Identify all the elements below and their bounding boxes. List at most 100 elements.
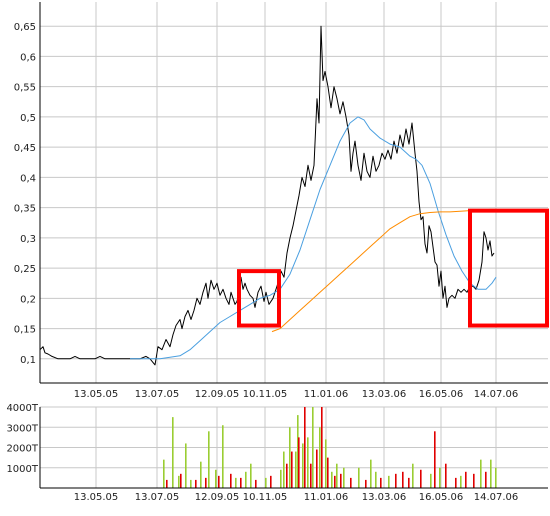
price-line [39, 25, 495, 366]
moving-average-short [130, 116, 497, 360]
volume-bar-down [380, 477, 382, 488]
moving-average-long [271, 208, 496, 333]
volume-bar-up [460, 475, 462, 488]
price-y-tick-label: 0,4 [20, 173, 36, 184]
volume-bar-up [265, 477, 267, 488]
price-y-tick-label: 0,45 [14, 143, 36, 154]
volume-bar-down [408, 477, 410, 488]
volume-bar-down [485, 471, 487, 488]
volume-bar-up [190, 479, 192, 488]
volume-bar-down [402, 471, 404, 488]
price-y-tick-label: 0,55 [14, 83, 36, 94]
volume-y-tick-label: 4000T [6, 403, 38, 414]
volume-bar-down [340, 473, 342, 488]
volume-bar-down [270, 475, 272, 488]
price-y-tick-label: 0,65 [14, 22, 36, 33]
volume-x-tick-label: 12.09.05 [195, 492, 240, 503]
volume-bar-up [370, 459, 372, 488]
volume-bar-up [312, 407, 314, 488]
volume-bar-down [180, 473, 182, 488]
volume-gridlines [40, 406, 548, 488]
price-gridlines [40, 2, 548, 383]
volume-bar-down [334, 475, 336, 488]
price-x-tick-label: 11.01.06 [304, 389, 349, 400]
price-x-tick-label: 14.07.06 [474, 389, 519, 400]
volume-bar-down [465, 471, 467, 488]
volume-x-tick-label: 10.11.05 [243, 492, 288, 503]
volume-bar-up [375, 471, 377, 488]
volume-bar-down [365, 479, 367, 488]
volume-bar-up [319, 427, 321, 488]
volume-bar-up [412, 463, 414, 488]
price-x-tick-label: 13.03.06 [362, 389, 407, 400]
volume-bars [163, 407, 497, 488]
volume-bar-up [222, 425, 224, 488]
volume-bar-down [205, 477, 207, 488]
volume-bar-down [434, 431, 436, 488]
volume-bar-up [295, 451, 297, 488]
price-y-tick-label: 0,1 [20, 355, 36, 366]
volume-bar-down [445, 463, 447, 488]
volume-bar-up [336, 463, 338, 488]
price-y-tick-label: 0,5 [20, 113, 36, 124]
volume-bar-down [321, 407, 323, 488]
volume-bar-up [343, 467, 345, 488]
volume-bar-down [310, 463, 312, 488]
volume-bar-up [245, 471, 247, 488]
price-y-tick-label: 0,2 [20, 294, 36, 305]
price-y-tick-label: 0,35 [14, 204, 36, 215]
volume-bar-up [430, 473, 432, 488]
volume-bar-up [358, 467, 360, 488]
volume-bar-down [455, 477, 457, 488]
highlight-box [237, 269, 281, 328]
price-y-tick-label: 0,15 [14, 325, 36, 336]
volume-bar-up [289, 427, 291, 488]
price-x-tick-label: 10.11.05 [243, 389, 288, 400]
highlight-box [468, 208, 549, 328]
volume-y-tick-label: 2000T [6, 444, 38, 455]
price-y-tick-label: 0,3 [20, 234, 36, 245]
price-x-tick-label: 12.09.05 [195, 389, 240, 400]
price-plot-background [40, 2, 548, 383]
volume-bar-down [195, 479, 197, 488]
volume-x-tick-label: 14.07.06 [474, 492, 519, 503]
volume-bar-down [218, 475, 220, 488]
volume-bar-up [388, 475, 390, 488]
volume-bar-up [325, 439, 327, 488]
volume-bar-up [480, 459, 482, 488]
volume-bar-down [286, 463, 288, 488]
volume-bar-down [255, 479, 257, 488]
volume-bar-up [250, 463, 252, 488]
volume-bar-up [307, 437, 309, 488]
volume-bar-down [230, 473, 232, 488]
price-y-tick-label: 0,6 [20, 52, 36, 63]
volume-bar-up [208, 431, 210, 488]
price-x-tick-label: 13.07.05 [135, 389, 180, 400]
volume-bar-up [163, 459, 165, 488]
volume-bar-up [495, 467, 497, 488]
volume-bar-down [240, 477, 242, 488]
volume-x-tick-label: 13.05.05 [74, 492, 119, 503]
volume-bar-down [166, 479, 168, 488]
volume-bar-up [280, 469, 282, 488]
volume-bar-up [302, 443, 304, 488]
volume-bar-up [490, 459, 492, 488]
volume-bar-down [473, 473, 475, 488]
volume-bar-down [291, 451, 293, 488]
volume-bar-up [178, 475, 180, 488]
volume-bar-up [331, 471, 333, 488]
price-x-tick-label: 13.05.05 [74, 389, 119, 400]
volume-bar-up [185, 443, 187, 488]
volume-bar-up [297, 415, 299, 488]
volume-bar-down [327, 457, 329, 488]
volume-bar-down [350, 477, 352, 488]
volume-x-tick-label: 13.03.06 [362, 492, 407, 503]
volume-bar-down [298, 437, 300, 488]
volume-bar-up [215, 469, 217, 488]
volume-x-tick-label: 13.07.05 [135, 492, 180, 503]
volume-y-tick-label: 1000T [6, 464, 38, 475]
volume-bar-up [200, 461, 202, 488]
volume-bar-down [395, 473, 397, 488]
price-y-tick-label: 0,25 [14, 264, 36, 275]
